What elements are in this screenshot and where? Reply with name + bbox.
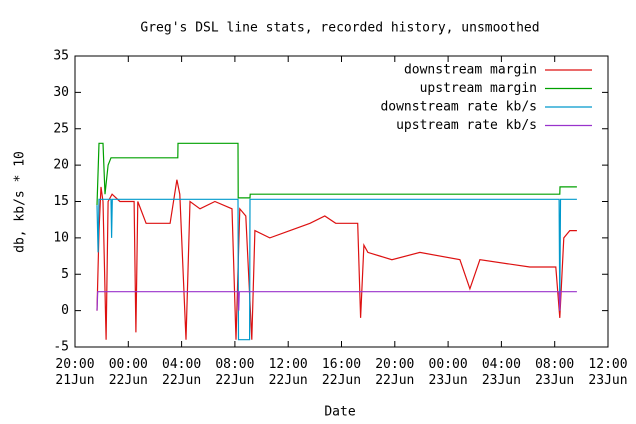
x-tick-label: 20:00 21Jun bbox=[55, 357, 95, 388]
y-axis-label: db, kb/s * 10 bbox=[13, 151, 28, 253]
y-tick-label: -5 bbox=[53, 340, 69, 355]
x-tick-label: 08:00 22Jun bbox=[215, 357, 255, 388]
series-line bbox=[96, 179, 577, 340]
y-tick-label: 25 bbox=[53, 121, 69, 136]
y-tick-label: 15 bbox=[53, 194, 69, 209]
y-tick-label: 20 bbox=[53, 158, 69, 173]
x-tick-label: 12:00 22Jun bbox=[268, 357, 308, 388]
x-tick-label: 00:00 22Jun bbox=[108, 357, 148, 388]
legend-label: downstream rate kb/s bbox=[380, 100, 537, 115]
x-tick-label: 04:00 23Jun bbox=[481, 357, 521, 388]
y-tick-label: 10 bbox=[53, 230, 69, 245]
series-line bbox=[96, 198, 577, 341]
y-tick-label: 0 bbox=[61, 303, 69, 318]
legend-label: upstream rate kb/s bbox=[396, 118, 537, 133]
x-tick-label: 16:00 22Jun bbox=[321, 357, 362, 388]
chart-title: Greg's DSL line stats, recorded history,… bbox=[140, 21, 539, 36]
legend-label: upstream margin bbox=[420, 81, 537, 96]
y-tick-label: 35 bbox=[53, 49, 69, 64]
x-tick-label: 12:00 23Jun bbox=[588, 357, 628, 388]
x-tick-label: 04:00 22Jun bbox=[162, 357, 202, 388]
x-tick-label: 00:00 23Jun bbox=[428, 357, 468, 388]
legend-label: downstream margin bbox=[404, 63, 537, 78]
series-line bbox=[96, 291, 577, 311]
x-axis-label: Date bbox=[324, 405, 355, 420]
series-line bbox=[96, 142, 577, 206]
x-tick-label: 20:00 22Jun bbox=[375, 357, 415, 388]
x-tick-label: 08:00 23Jun bbox=[535, 357, 575, 388]
y-tick-label: 5 bbox=[61, 267, 69, 282]
y-tick-label: 30 bbox=[53, 85, 69, 100]
